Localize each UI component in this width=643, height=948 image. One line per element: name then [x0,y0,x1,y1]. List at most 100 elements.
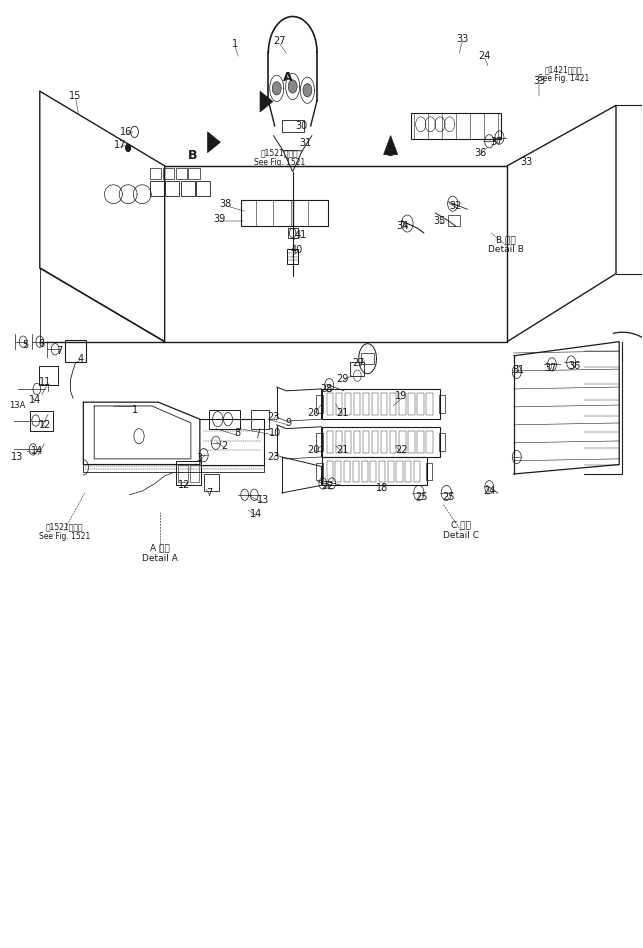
Bar [370,461,376,482]
Text: 1: 1 [131,405,138,414]
Bar [417,430,424,453]
Text: 25: 25 [415,492,428,501]
Text: B 詳細: B 詳細 [496,235,516,244]
Text: Detail A: Detail A [142,554,178,562]
Bar [150,181,164,196]
Text: 24: 24 [478,51,491,62]
Text: 14: 14 [30,447,42,456]
Text: 30: 30 [295,121,307,131]
Text: 20: 20 [307,408,320,417]
Text: 13: 13 [12,452,24,462]
Bar [408,392,415,415]
Bar [66,339,86,362]
Bar [190,465,199,482]
Text: 18: 18 [376,483,388,493]
Bar [204,474,219,491]
Text: 8: 8 [234,428,240,438]
Text: B: B [187,149,197,162]
Text: 27: 27 [274,36,286,46]
Bar [322,427,440,457]
Bar [178,465,188,482]
Text: 19: 19 [395,392,408,402]
Text: 32: 32 [449,201,462,210]
Bar [439,433,445,451]
Text: 14: 14 [29,395,41,406]
Bar [426,392,433,415]
Text: 27: 27 [352,358,365,369]
Text: 第1421図参照: 第1421図参照 [545,65,583,74]
Bar [379,461,385,482]
Text: 31: 31 [300,138,312,148]
Bar [327,392,333,415]
Bar [361,461,368,482]
Circle shape [303,83,312,97]
Text: 6: 6 [39,338,45,349]
Text: 25: 25 [442,492,455,501]
Bar [287,249,298,264]
Text: 15: 15 [69,91,81,100]
Bar [336,430,342,453]
Bar [336,461,341,482]
Bar [381,392,387,415]
Text: A 詳細: A 詳細 [150,543,170,553]
Text: See Fig. 1421: See Fig. 1421 [538,74,589,83]
Circle shape [272,82,281,95]
Circle shape [125,144,131,152]
Text: 21: 21 [336,408,349,417]
Text: Detail B: Detail B [488,246,524,254]
Circle shape [288,80,297,93]
Text: 23: 23 [267,452,280,462]
Bar [363,392,369,415]
Text: 33: 33 [457,34,469,45]
Bar [345,430,351,453]
Text: Detail C: Detail C [443,531,479,540]
Text: 34: 34 [397,221,409,231]
Bar [188,168,200,179]
Text: 11: 11 [39,377,51,388]
Bar [381,430,387,453]
Text: 4: 4 [77,354,83,364]
Bar [372,430,378,453]
Bar [316,433,323,451]
Bar [181,181,195,196]
Polygon shape [260,91,273,112]
Text: 9: 9 [285,418,291,428]
Text: 第1521図参照: 第1521図参照 [261,148,299,157]
Bar [327,461,332,482]
Text: 13A: 13A [9,401,26,410]
Text: 33: 33 [533,76,545,85]
Bar [388,461,394,482]
Text: 13: 13 [257,496,269,505]
Bar [322,457,427,485]
Bar [448,215,460,227]
Bar [354,392,360,415]
Polygon shape [384,136,397,155]
Bar [150,168,161,179]
Text: 7: 7 [56,346,62,356]
Text: 20: 20 [307,446,320,455]
Text: 22: 22 [322,482,334,491]
Bar [390,392,397,415]
Text: 22: 22 [395,446,408,455]
Text: 40: 40 [291,245,303,255]
Text: 36: 36 [568,361,581,372]
Bar [163,168,174,179]
Text: See Fig. 1521: See Fig. 1521 [254,157,305,167]
Text: 3: 3 [197,453,203,463]
Bar [399,430,406,453]
Bar [165,181,179,196]
Bar [287,228,298,238]
Bar [345,392,351,415]
Text: 33: 33 [520,157,532,167]
Bar [327,430,333,453]
Bar [354,430,360,453]
Bar [426,430,433,453]
Text: 14: 14 [250,509,262,519]
Text: 38: 38 [219,199,231,209]
Bar [390,430,397,453]
Bar [30,410,53,431]
Text: 41: 41 [295,229,307,240]
Bar [397,461,403,482]
Bar [363,430,369,453]
Text: 29: 29 [336,374,348,385]
